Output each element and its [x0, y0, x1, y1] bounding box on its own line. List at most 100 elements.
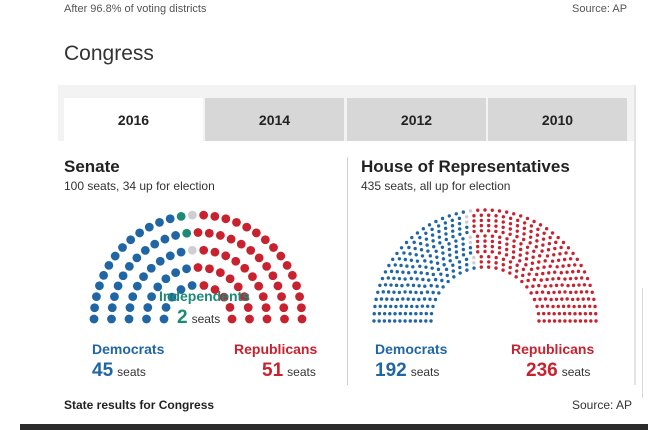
senate-seat [273, 281, 283, 291]
house-subtitle: 435 seats, all up for election [361, 179, 511, 193]
house-seat [393, 312, 397, 316]
house-seat [420, 304, 425, 308]
independents-seat-number: 2 [177, 307, 188, 328]
tab-2014[interactable]: 2014 [205, 98, 344, 141]
house-seat [440, 216, 445, 221]
house-seat [545, 304, 550, 308]
house-seat [437, 235, 442, 239]
house-seat [585, 290, 589, 294]
house-seat [380, 276, 385, 281]
house-seat [558, 319, 562, 323]
house-seat [433, 277, 438, 282]
house-seat [479, 223, 484, 228]
house-seat [411, 283, 416, 288]
seats-unit: seats [191, 312, 221, 326]
senate-seat [251, 228, 261, 238]
house-seat [407, 245, 411, 250]
senate-seat [225, 274, 235, 284]
senate-seat [143, 303, 153, 312]
house-seat [441, 257, 446, 261]
house-seat [472, 255, 476, 260]
house-seat [385, 297, 389, 301]
house-seat [579, 263, 583, 268]
house-seat [544, 227, 549, 231]
house-seat [553, 246, 557, 251]
house-seat [401, 297, 405, 301]
house-seat [527, 272, 531, 276]
house-seat [475, 244, 480, 249]
senate-seat [171, 231, 181, 240]
house-seat [563, 319, 567, 323]
house-seat [461, 247, 466, 252]
senate-republicans-label: Republicans [234, 341, 318, 357]
house-seat [542, 311, 546, 316]
house-seat [465, 220, 469, 224]
tab-2010[interactable]: 2010 [488, 98, 627, 141]
senate-seat [107, 314, 116, 324]
house-seat [392, 290, 396, 294]
house-seat [586, 297, 591, 301]
state-results-link[interactable]: State results for Congress [64, 398, 215, 412]
house-seat [415, 231, 420, 235]
house-seat [423, 284, 427, 288]
house-seat [579, 290, 584, 294]
house-seat [438, 241, 442, 245]
house-seat [490, 208, 494, 212]
house-seat [529, 229, 533, 234]
house-seat [547, 271, 551, 275]
house-seat [512, 212, 516, 216]
senate-seat [199, 281, 209, 290]
house-seat [402, 251, 406, 255]
senate-seat [215, 268, 225, 277]
house-seat [472, 229, 476, 234]
house-seat [537, 260, 541, 264]
house-seat [415, 304, 419, 309]
house-seat [424, 319, 428, 323]
house-seat [540, 290, 545, 294]
house-seat [444, 267, 449, 272]
house-seat [588, 283, 592, 288]
senate-seat [282, 260, 292, 270]
house-seat [374, 297, 378, 302]
house-seat [407, 271, 411, 275]
house-seat [521, 273, 525, 278]
house-seat [501, 220, 505, 224]
house-seat [516, 218, 520, 223]
senate-seat [227, 314, 237, 324]
tab-2016[interactable]: 2016 [64, 98, 203, 141]
house-seat [415, 259, 420, 263]
house-seat [592, 297, 596, 302]
senate-seat [153, 282, 163, 292]
senate-seat [167, 292, 177, 302]
house-seat [414, 253, 418, 257]
house-seat [566, 246, 571, 250]
house-seat [508, 227, 512, 231]
house-seat [479, 255, 483, 259]
scrollbar-track[interactable] [642, 288, 643, 398]
house-seat [522, 221, 527, 225]
house-seat [464, 257, 469, 262]
house-seat [508, 271, 512, 275]
house-seat [409, 258, 414, 262]
house-seat [424, 231, 428, 235]
house-seat [561, 304, 566, 309]
house-seat [508, 265, 512, 270]
footer-source-label: Source: AP [572, 398, 633, 412]
house-seat [420, 254, 425, 258]
house-seat [568, 311, 572, 316]
house-seat [437, 291, 441, 295]
house-seat [573, 319, 577, 323]
house-seat [434, 249, 438, 253]
house-seat [441, 251, 445, 255]
senate-seat [242, 222, 252, 232]
house-seat [461, 237, 465, 241]
house-seat [427, 223, 432, 227]
seats-unit: seats [287, 365, 316, 379]
senate-seat [193, 263, 203, 272]
house-seat [445, 273, 449, 278]
senate-seat [155, 217, 164, 227]
house-seat [418, 241, 423, 246]
tab-2012[interactable]: 2012 [347, 98, 486, 141]
house-seat [518, 259, 522, 263]
senate-seat [140, 245, 150, 255]
